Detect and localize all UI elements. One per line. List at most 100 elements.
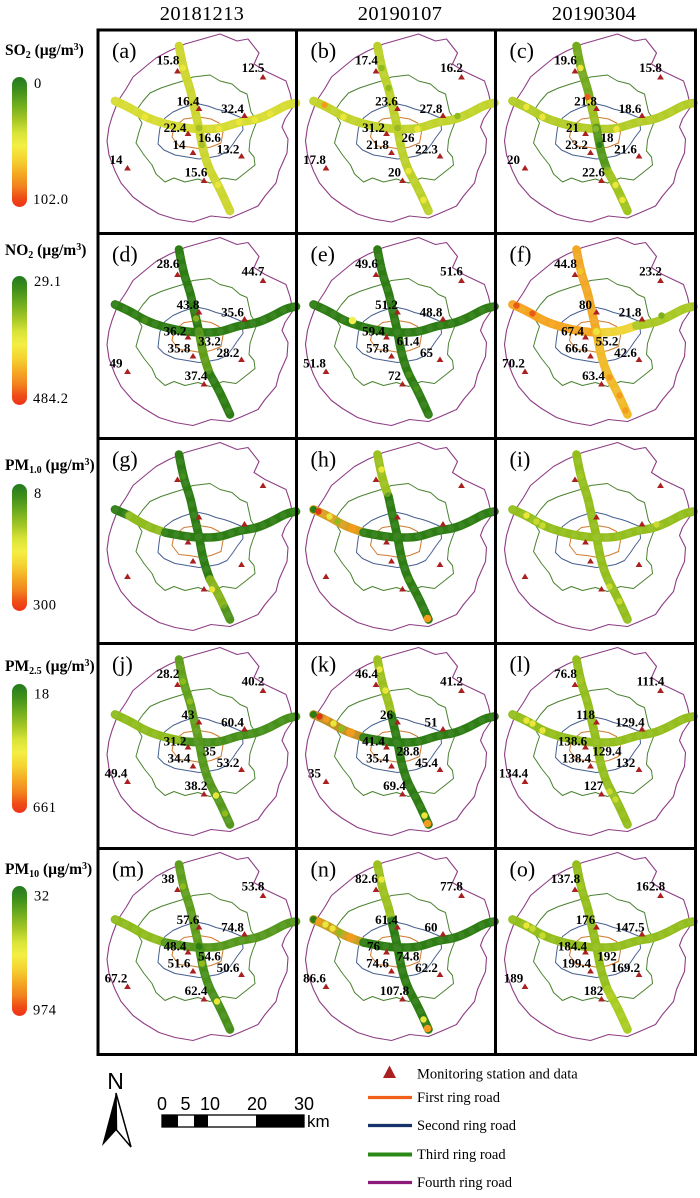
svg-text:(j): (j) <box>112 652 133 677</box>
svg-text:76: 76 <box>367 939 381 954</box>
svg-text:129.4: 129.4 <box>615 715 645 730</box>
svg-text:484.2: 484.2 <box>33 391 69 407</box>
svg-text:132: 132 <box>616 755 636 770</box>
svg-text:51: 51 <box>425 715 438 730</box>
svg-text:21.8: 21.8 <box>619 305 642 320</box>
svg-text:(c): (c) <box>510 38 534 63</box>
svg-text:(n): (n) <box>311 857 337 882</box>
svg-text:49.4: 49.4 <box>105 766 128 781</box>
svg-text:199.4: 199.4 <box>562 956 592 971</box>
svg-text:43: 43 <box>182 707 196 722</box>
svg-text:First ring road: First ring road <box>417 1090 501 1106</box>
svg-text:(m): (m) <box>112 857 144 882</box>
svg-text:32: 32 <box>34 889 50 905</box>
svg-text:192: 192 <box>597 949 617 964</box>
svg-text:169.2: 169.2 <box>611 960 640 975</box>
svg-text:41.4: 41.4 <box>362 734 385 749</box>
svg-text:51.6: 51.6 <box>168 956 191 971</box>
svg-text:13.2: 13.2 <box>217 142 240 157</box>
svg-text:20: 20 <box>388 165 401 180</box>
svg-text:63.4: 63.4 <box>582 368 605 383</box>
svg-text:129.4: 129.4 <box>592 744 622 759</box>
svg-text:35.4: 35.4 <box>366 751 389 766</box>
svg-text:57.6: 57.6 <box>177 912 200 927</box>
svg-text:51.6: 51.6 <box>440 264 463 279</box>
svg-text:40.2: 40.2 <box>242 674 265 689</box>
svg-text:22.4: 22.4 <box>164 120 187 135</box>
svg-text:26: 26 <box>380 707 394 722</box>
svg-text:69.4: 69.4 <box>383 778 406 793</box>
svg-text:5: 5 <box>180 1094 190 1114</box>
svg-text:138.4: 138.4 <box>562 751 592 766</box>
svg-text:300: 300 <box>33 598 57 614</box>
svg-text:102.0: 102.0 <box>33 192 69 208</box>
svg-text:661: 661 <box>33 800 57 816</box>
svg-text:38: 38 <box>162 871 176 886</box>
svg-text:60.4: 60.4 <box>221 715 244 730</box>
svg-text:62.4: 62.4 <box>185 983 208 998</box>
svg-text:55.2: 55.2 <box>596 334 619 349</box>
svg-text:16.6: 16.6 <box>198 130 221 145</box>
svg-text:49: 49 <box>110 356 124 371</box>
svg-text:67.4: 67.4 <box>561 324 584 339</box>
svg-text:15.8: 15.8 <box>157 53 180 68</box>
svg-text:86.6: 86.6 <box>303 971 326 986</box>
svg-text:182: 182 <box>584 983 604 998</box>
svg-text:49.6: 49.6 <box>355 256 378 271</box>
svg-text:PM1.0 (µg/m3): PM1.0 (µg/m3) <box>5 457 95 476</box>
svg-text:N: N <box>107 1068 124 1094</box>
svg-text:51.2: 51.2 <box>375 297 398 312</box>
svg-text:0: 0 <box>157 1094 167 1114</box>
svg-text:38.2: 38.2 <box>185 778 208 793</box>
svg-text:61.4: 61.4 <box>375 912 398 927</box>
svg-text:28.6: 28.6 <box>157 256 180 271</box>
svg-text:46.4: 46.4 <box>355 666 378 681</box>
svg-text:72: 72 <box>388 368 401 383</box>
svg-text:(e): (e) <box>311 242 335 267</box>
svg-text:66.6: 66.6 <box>565 341 588 356</box>
svg-text:21.6: 21.6 <box>614 142 637 157</box>
svg-text:17.4: 17.4 <box>355 53 378 68</box>
svg-text:PM10 (µg/m3): PM10 (µg/m3) <box>5 861 92 880</box>
svg-text:51.8: 51.8 <box>303 356 326 371</box>
svg-text:NO2 (µg/m3): NO2 (µg/m3) <box>5 242 86 261</box>
svg-text:18.6: 18.6 <box>619 101 642 116</box>
svg-text:(g): (g) <box>112 447 138 472</box>
svg-text:10: 10 <box>200 1094 220 1114</box>
svg-text:19.6: 19.6 <box>554 53 577 68</box>
svg-text:(h): (h) <box>311 447 337 472</box>
svg-text:107.8: 107.8 <box>380 983 410 998</box>
svg-text:74.8: 74.8 <box>221 920 244 935</box>
svg-text:111.4: 111.4 <box>637 674 665 689</box>
svg-text:65: 65 <box>420 345 434 360</box>
svg-text:28.8: 28.8 <box>397 744 420 759</box>
svg-text:82.6: 82.6 <box>355 871 378 886</box>
svg-text:21: 21 <box>566 120 579 135</box>
svg-text:53.2: 53.2 <box>217 755 240 770</box>
svg-text:17.8: 17.8 <box>303 152 326 167</box>
svg-text:Second ring road: Second ring road <box>417 1118 517 1134</box>
svg-text:8: 8 <box>34 486 42 502</box>
svg-text:138.6: 138.6 <box>558 734 588 749</box>
svg-text:21.8: 21.8 <box>574 94 597 109</box>
svg-text:70.2: 70.2 <box>502 356 525 371</box>
svg-text:23.2: 23.2 <box>639 264 662 279</box>
svg-text:37.4: 37.4 <box>185 368 208 383</box>
svg-text:PM2.5 (µg/m3): PM2.5 (µg/m3) <box>5 658 95 677</box>
svg-text:50.6: 50.6 <box>217 960 240 975</box>
svg-text:44.8: 44.8 <box>554 256 577 271</box>
svg-text:20: 20 <box>247 1094 267 1114</box>
svg-text:Fourth ring road: Fourth ring road <box>417 1175 513 1191</box>
svg-text:29.1: 29.1 <box>34 274 62 290</box>
svg-text:15.6: 15.6 <box>185 165 208 180</box>
svg-text:74.8: 74.8 <box>397 949 420 964</box>
svg-text:59.4: 59.4 <box>362 324 385 339</box>
svg-text:41.2: 41.2 <box>440 674 463 689</box>
svg-text:28.2: 28.2 <box>157 666 180 681</box>
svg-text:62.2: 62.2 <box>415 960 438 975</box>
svg-text:35.6: 35.6 <box>221 305 244 320</box>
svg-text:35: 35 <box>308 766 322 781</box>
svg-text:127: 127 <box>584 778 604 793</box>
svg-text:44.7: 44.7 <box>242 264 265 279</box>
svg-text:16.4: 16.4 <box>177 94 200 109</box>
